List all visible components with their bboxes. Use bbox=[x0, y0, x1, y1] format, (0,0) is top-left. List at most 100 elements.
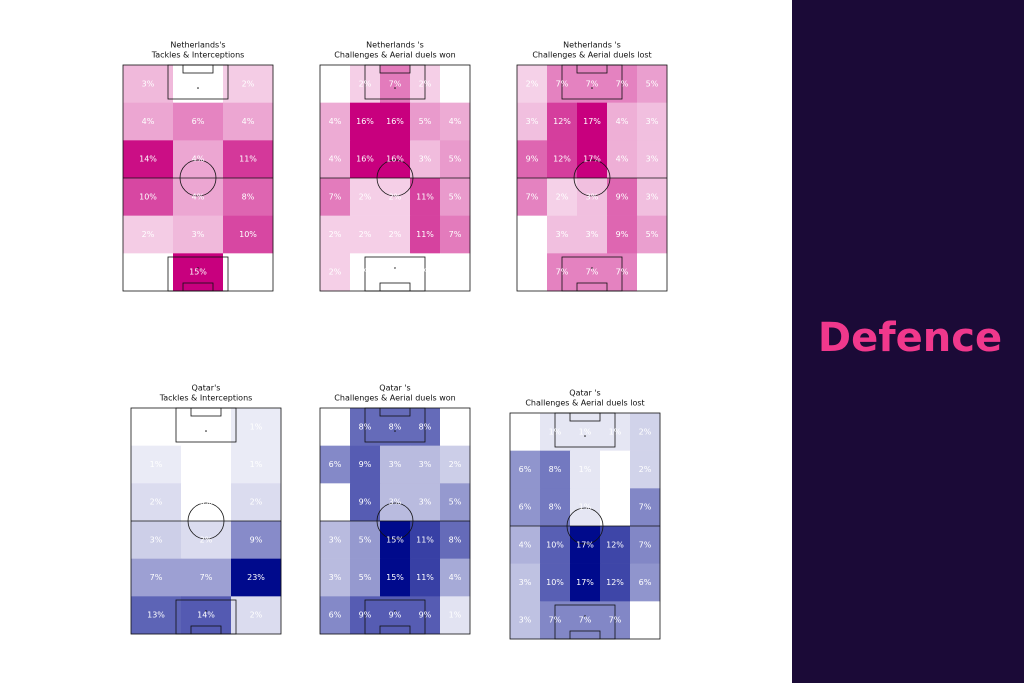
zone-label: 9% bbox=[359, 611, 372, 620]
zone-label: 2% bbox=[250, 498, 263, 507]
zone-label: 17% bbox=[576, 540, 594, 549]
zone-label: 5% bbox=[419, 117, 432, 126]
zone-cell bbox=[607, 140, 638, 179]
zone-cell bbox=[577, 102, 608, 141]
zone-label: 9% bbox=[389, 611, 402, 620]
zone-cell bbox=[131, 521, 182, 559]
zone-cell bbox=[440, 521, 471, 559]
zone-label: 6% bbox=[329, 611, 342, 620]
zone-label: 6% bbox=[639, 578, 652, 587]
zone-cell bbox=[223, 140, 274, 179]
zone-label: 0% bbox=[449, 79, 462, 88]
zone-label: 3% bbox=[419, 155, 432, 164]
zone-label: 6% bbox=[192, 117, 205, 126]
zone-cell bbox=[440, 178, 471, 216]
zone-label: 15% bbox=[386, 535, 404, 544]
zone-label: 0% bbox=[359, 268, 372, 277]
zone-label: 2% bbox=[639, 427, 652, 436]
zone-label: 3% bbox=[586, 230, 599, 239]
zone-cell bbox=[350, 521, 381, 559]
zone-label: 3% bbox=[192, 230, 205, 239]
zone-label: 9% bbox=[526, 155, 539, 164]
chart-title: Challenges & Aerial duels lost bbox=[525, 399, 644, 408]
zone-label: 5% bbox=[449, 155, 462, 164]
zone-cell bbox=[517, 215, 548, 254]
zone-cell bbox=[123, 178, 174, 216]
zone-cell bbox=[637, 65, 668, 103]
zone-label: 12% bbox=[553, 155, 571, 164]
zone-label: 2% bbox=[359, 192, 372, 201]
zone-label: 2% bbox=[526, 79, 539, 88]
zone-label: 2% bbox=[242, 79, 255, 88]
zone-label: 8% bbox=[419, 422, 432, 431]
zone-cell bbox=[607, 215, 638, 254]
zone-cell bbox=[320, 521, 351, 559]
penalty-spot bbox=[197, 267, 199, 269]
zone-label: 1% bbox=[250, 422, 263, 431]
six-yard-box bbox=[569, 412, 601, 422]
zone-label: 9% bbox=[616, 230, 629, 239]
zone-cell bbox=[510, 450, 541, 489]
zone-cell bbox=[181, 445, 232, 484]
zone-cell bbox=[440, 102, 471, 141]
penalty-spot bbox=[205, 430, 207, 432]
zone-cell bbox=[547, 102, 578, 141]
zone-cell bbox=[320, 596, 351, 635]
zone-cell bbox=[410, 445, 441, 484]
zone-cell bbox=[131, 596, 182, 635]
zone-label: 4% bbox=[142, 117, 155, 126]
chart-title: Tackles & Interceptions bbox=[159, 394, 253, 403]
zone-label: 2% bbox=[329, 268, 342, 277]
zone-label: 1% bbox=[579, 503, 592, 512]
zone-label: 4% bbox=[449, 117, 462, 126]
six-yard-box bbox=[190, 407, 222, 417]
six-yard-box bbox=[379, 625, 411, 635]
zone-cell bbox=[380, 65, 411, 103]
zone-cell bbox=[223, 253, 274, 292]
zone-label: 7% bbox=[556, 268, 569, 277]
zone-label: 10% bbox=[239, 230, 257, 239]
zone-label: 2% bbox=[200, 535, 213, 544]
zone-cell bbox=[637, 253, 668, 292]
zone-label: 7% bbox=[579, 616, 592, 625]
six-yard-box bbox=[190, 625, 222, 635]
chart-title: Netherlands's bbox=[170, 41, 225, 50]
zone-label: 7% bbox=[556, 79, 569, 88]
zone-cell bbox=[510, 563, 541, 602]
zone-cell bbox=[350, 215, 381, 254]
zone-cell bbox=[320, 65, 351, 103]
zone-label: 0% bbox=[329, 422, 342, 431]
zone-cell bbox=[231, 483, 282, 522]
zone-label: 4% bbox=[329, 155, 342, 164]
zone-label: 9% bbox=[616, 192, 629, 201]
penalty-spot bbox=[394, 430, 396, 432]
six-yard-box bbox=[379, 407, 411, 417]
zone-cell bbox=[350, 102, 381, 141]
zone-cell bbox=[223, 102, 274, 141]
zone-label: 1% bbox=[150, 460, 163, 469]
zone-label: 11% bbox=[239, 155, 257, 164]
zone-cell bbox=[547, 178, 578, 216]
zone-label: 2% bbox=[329, 230, 342, 239]
zone-cell bbox=[570, 413, 601, 451]
penalty-spot bbox=[197, 87, 199, 89]
zone-label: 3% bbox=[556, 230, 569, 239]
zone-label: 11% bbox=[416, 192, 434, 201]
chart-title: Challenges & Aerial duels lost bbox=[532, 51, 651, 60]
zone-label: 7% bbox=[200, 573, 213, 582]
six-yard-box bbox=[182, 282, 214, 292]
zone-cell bbox=[410, 215, 441, 254]
zone-cell bbox=[570, 450, 601, 489]
zone-label: 3% bbox=[142, 79, 155, 88]
zone-label: 4% bbox=[616, 155, 629, 164]
zone-label: 0% bbox=[389, 268, 402, 277]
zone-cell bbox=[320, 408, 351, 446]
zone-cell bbox=[123, 102, 174, 141]
zone-cell bbox=[350, 483, 381, 522]
zone-label: 17% bbox=[576, 578, 594, 587]
zone-cell bbox=[173, 215, 224, 254]
charts: Netherlands's Tackles & Interceptions 3% 0%… bbox=[122, 41, 668, 640]
zone-label: 7% bbox=[549, 616, 562, 625]
zone-cell bbox=[320, 140, 351, 179]
